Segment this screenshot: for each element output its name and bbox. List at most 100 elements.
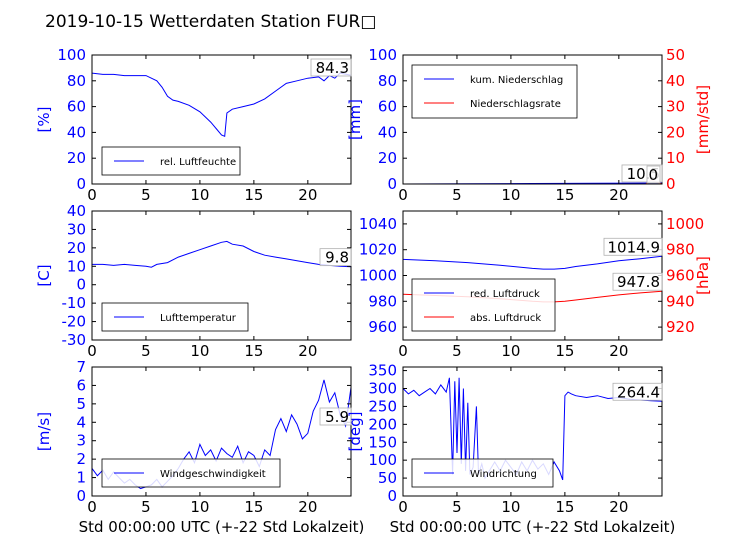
plot-frame (402, 366, 663, 497)
legend-entry: red. Luftdruck (470, 289, 540, 300)
x-tick-label: 10 (501, 498, 520, 516)
y-tick-label: 7 (76, 358, 86, 376)
y-tick-label: 0 (76, 276, 86, 294)
legend-entry: rel. Luftfeuchte (160, 157, 236, 168)
panel-precipitation: 0 5 10 15 20 0 20 40 60 80 100 0 10 20 30 40 50 [mm] [mm/s… (346, 46, 712, 204)
value-label-box (612, 272, 663, 291)
y-tick-label: 300 (368, 380, 397, 398)
y-tick-label: 60 (378, 98, 397, 116)
y-tick-label: 3 (76, 432, 86, 450)
legend-entry: Niederschlagsrate (470, 99, 561, 110)
x-tick-label: 15 (555, 498, 574, 516)
y2-tick-label: 960 (666, 267, 695, 285)
x-axis-label: Std 00:00:00 UTC (+-22 Std Lokalzeit) (79, 518, 365, 536)
series-line-temperature-0 (92, 240, 351, 268)
x-tick-label: 0 (87, 342, 97, 360)
last-value-label: 84.3 (310, 58, 352, 77)
x-tick-label: 0 (87, 498, 97, 516)
y-tick-label: 20 (67, 149, 86, 167)
y2-tick-label: 20 (666, 123, 685, 141)
value-label-box (310, 58, 352, 77)
y-axis-label: [mm] (346, 99, 364, 140)
plot-frame (402, 54, 663, 185)
legend: kum. Niederschlag Niederschlagsrate (411, 64, 578, 119)
panel-temperature: 0 5 10 15 20-30-20-10010203040[C]9.8Lufttemp… (35, 202, 352, 360)
legend: Windgeschwindigkeit (101, 458, 281, 488)
y-tick-label: 80 (378, 72, 397, 90)
x-tick-label: 10 (190, 342, 209, 360)
value-label-text: 9.8 (325, 249, 349, 267)
x-tick-label: 0 (398, 342, 408, 360)
y-tick-label: 960 (368, 318, 397, 336)
x-tick-label: 0 (398, 498, 408, 516)
legend-entry: Windgeschwindigkeit (160, 469, 266, 480)
value-label-box (603, 237, 663, 256)
y-tick-label: 0 (76, 175, 86, 193)
y-tick-label: 5 (76, 395, 86, 413)
y2-axis-label: [hPa] (694, 256, 712, 295)
y-tick-label: 4 (76, 413, 86, 431)
y-tick-label: 100 (368, 46, 397, 64)
last-value-label: 5.9 (319, 407, 352, 426)
legend: red. Luftdruck abs. Luftdruck (411, 278, 556, 332)
x-tick-label: 10 (501, 342, 520, 360)
panel-pressure: 0 5 10 15 20 960 980 1000 1020 1040 920 940 960 980 10… (359, 210, 712, 360)
x-tick-label: 15 (244, 498, 263, 516)
y-tick-label: 1 (76, 469, 86, 487)
value-label-text: 5.9 (325, 408, 349, 426)
series-line-pressure-0 (403, 255, 662, 270)
x-tick-label: 5 (141, 498, 151, 516)
legend: Lufttemperatur (101, 302, 249, 332)
y-tick-label: 1020 (359, 241, 397, 259)
y2-tick-label: 980 (666, 241, 695, 259)
x-tick-label: 5 (452, 498, 462, 516)
y-tick-label: 20 (378, 149, 397, 167)
x-axis-label: Std 00:00:00 UTC (+-22 Std Lokalzeit) (390, 518, 676, 536)
last-value-label: 1014.9 (603, 237, 663, 256)
y-tick-label: 350 (368, 362, 397, 380)
y-tick-label: 980 (368, 292, 397, 310)
y-tick-label: 150 (368, 433, 397, 451)
x-tick-label: 5 (141, 186, 151, 204)
value-label-text: 947.8 (617, 273, 660, 291)
y-tick-label: 40 (67, 123, 86, 141)
legend-entry: Lufttemperatur (160, 313, 237, 324)
legend: rel. Luftfeuchte (101, 146, 241, 176)
y2-tick-label: 30 (666, 98, 685, 116)
panel-humidity: 0 5 10 15 20 0 20 40 60 80 100 [%] 84.3 rel. Luftfeuc… (35, 46, 352, 204)
y2-tick-label: 50 (666, 46, 685, 64)
y-tick-label: 100 (57, 46, 86, 64)
x-tick-label: 20 (609, 186, 628, 204)
last-value-label: 9.8 (319, 248, 352, 267)
y2-tick-label: 920 (666, 318, 695, 336)
x-tick-label: 10 (190, 498, 209, 516)
y-tick-label: 40 (378, 123, 397, 141)
value-label-text: 1014.9 (608, 238, 661, 256)
y-axis-label: [m/s] (35, 412, 53, 451)
x-tick-label: 0 (398, 186, 408, 204)
plot-frame (91, 366, 352, 497)
y-tick-label: 250 (368, 397, 397, 415)
y-tick-label: -20 (62, 313, 87, 331)
series-line-humidity-0 (92, 72, 351, 138)
x-tick-label: 20 (609, 498, 628, 516)
legend-box (411, 64, 578, 119)
y-tick-label: 0 (76, 487, 86, 505)
y-tick-label: 1040 (359, 215, 397, 233)
y-tick-label: 50 (378, 469, 397, 487)
y-tick-label: 6 (76, 376, 86, 394)
x-tick-label: 15 (244, 342, 263, 360)
value-label-text: 0 (648, 166, 658, 184)
last-value-label: 264.4 (612, 382, 663, 401)
y-tick-label: 1000 (359, 267, 397, 285)
y-tick-label: 30 (67, 220, 86, 238)
legend-entry: kum. Niederschlag (470, 75, 563, 86)
last-value-label: 947.8 (612, 272, 663, 291)
legend-box (411, 278, 556, 332)
x-tick-label: 0 (87, 186, 97, 204)
legend: Windrichtung (411, 458, 554, 488)
y2-tick-label: 40 (666, 72, 685, 90)
